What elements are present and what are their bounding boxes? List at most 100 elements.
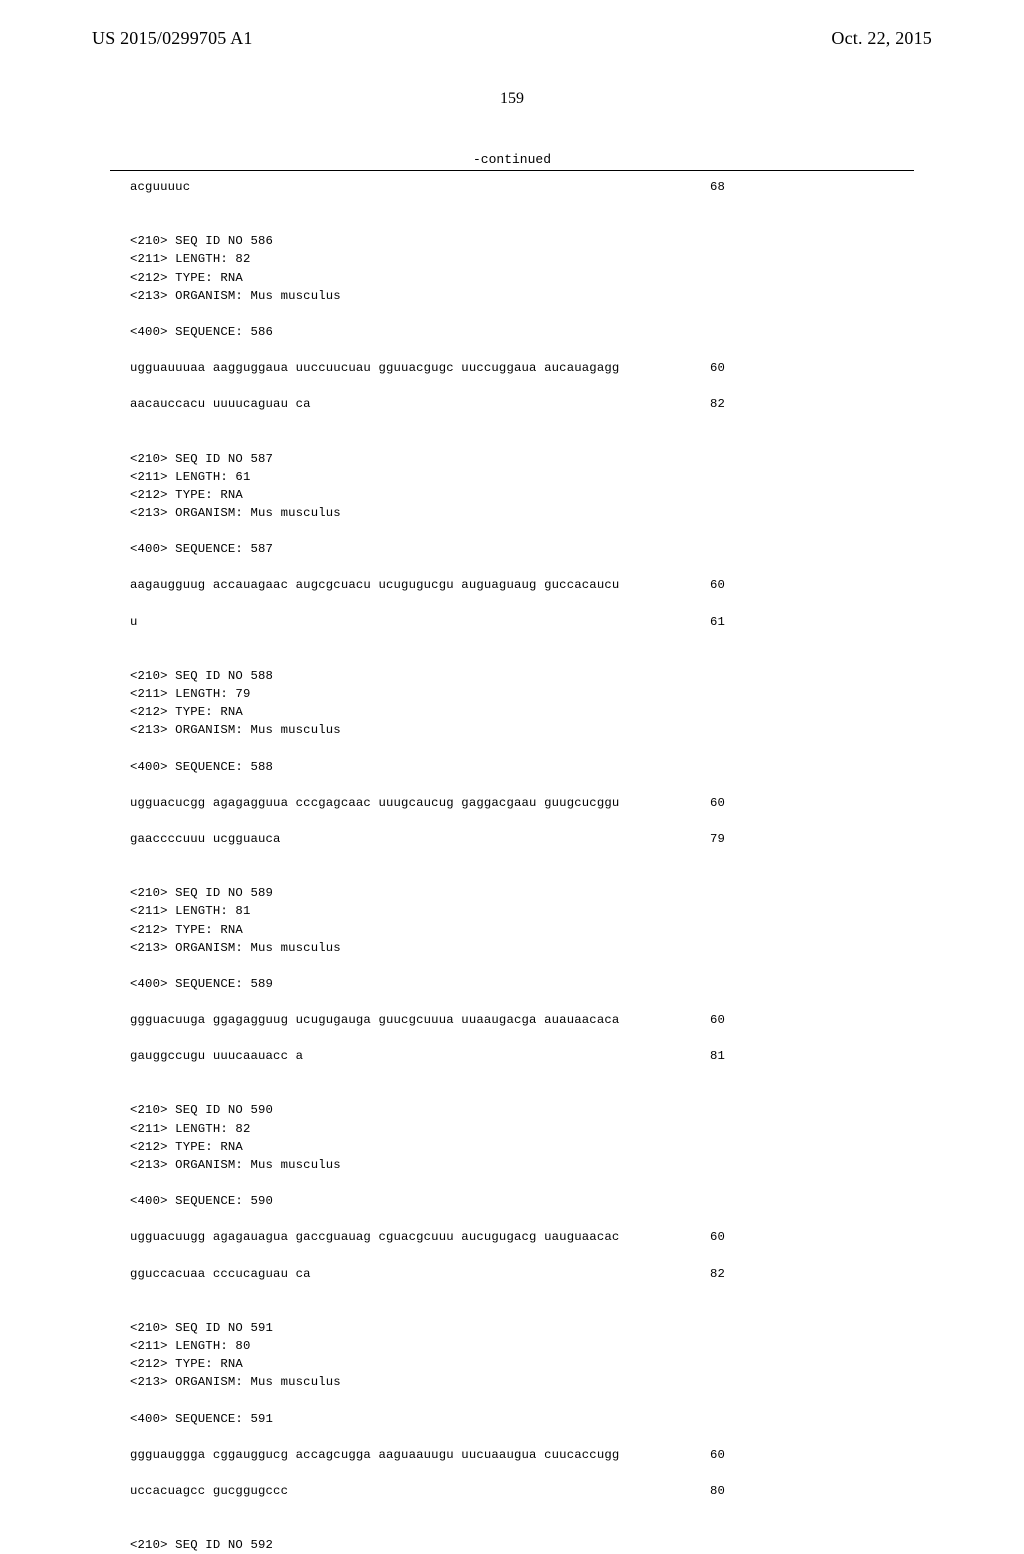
seq-line: <210> SEQ ID NO 586: [130, 232, 894, 250]
blank-line: [130, 1301, 894, 1319]
seq-position: 60: [685, 576, 725, 594]
seq-line: <400> SEQUENCE: 591: [130, 1410, 894, 1428]
seq-line: <213> ORGANISM: Mus musculus: [130, 1156, 894, 1174]
seq-line: <211> LENGTH: 80: [130, 1337, 894, 1355]
seq-text: <212> TYPE: RNA: [130, 1355, 685, 1373]
seq-line: <211> LENGTH: 79: [130, 685, 894, 703]
blank-line: [130, 1247, 894, 1265]
seq-line: gaaccccuuu ucgguauca79: [130, 830, 894, 848]
blank-line: [130, 848, 894, 866]
blank-line: [130, 1464, 894, 1482]
rule-top: [110, 170, 914, 171]
seq-position: 79: [685, 830, 725, 848]
seq-text: <211> LENGTH: 82: [130, 1120, 685, 1138]
seq-line: <213> ORGANISM: Mus musculus: [130, 1373, 894, 1391]
seq-text: <210> SEQ ID NO 589: [130, 884, 685, 902]
seq-text: <400> SEQUENCE: 591: [130, 1410, 685, 1428]
blank-line: [130, 1283, 894, 1301]
blank-line: [130, 1174, 894, 1192]
seq-line: gguccacuaa cccucaguau ca82: [130, 1265, 894, 1283]
seq-text: <210> SEQ ID NO 588: [130, 667, 685, 685]
seq-position: 60: [685, 1228, 725, 1246]
seq-line: <210> SEQ ID NO 589: [130, 884, 894, 902]
seq-text: <400> SEQUENCE: 587: [130, 540, 685, 558]
blank-line: [130, 957, 894, 975]
seq-text: <212> TYPE: RNA: [130, 1138, 685, 1156]
blank-line: [130, 595, 894, 613]
blank-line: [130, 631, 894, 649]
seq-text: <211> LENGTH: 82: [130, 250, 685, 268]
seq-line: <400> SEQUENCE: 590: [130, 1192, 894, 1210]
seq-text: <212> TYPE: RNA: [130, 703, 685, 721]
seq-line: ugguacuugg agagauagua gaccguauag cguacgc…: [130, 1228, 894, 1246]
seq-line: <210> SEQ ID NO 587: [130, 450, 894, 468]
seq-line: <210> SEQ ID NO 590: [130, 1101, 894, 1119]
seq-text: <211> LENGTH: 81: [130, 902, 685, 920]
seq-line: <211> LENGTH: 82: [130, 250, 894, 268]
seq-line: <211> LENGTH: 82: [130, 1120, 894, 1138]
sequence-listing: acguuuuc68<210> SEQ ID NO 586<211> LENGT…: [130, 178, 894, 1554]
blank-line: [130, 377, 894, 395]
seq-text: aagaugguug accauagaac augcgcuacu ucugugu…: [130, 576, 685, 594]
seq-line: <213> ORGANISM: Mus musculus: [130, 939, 894, 957]
seq-text: gguccacuaa cccucaguau ca: [130, 1265, 685, 1283]
blank-line: [130, 558, 894, 576]
seq-line: <400> SEQUENCE: 588: [130, 758, 894, 776]
seq-text: <400> SEQUENCE: 586: [130, 323, 685, 341]
seq-text: ggguacuuga ggagagguug ucugugauga guucgcu…: [130, 1011, 685, 1029]
seq-text: u: [130, 613, 685, 631]
blank-line: [130, 196, 894, 214]
seq-text: <210> SEQ ID NO 592: [130, 1536, 685, 1554]
seq-text: <211> LENGTH: 79: [130, 685, 685, 703]
seq-line: acguuuuc68: [130, 178, 894, 196]
seq-line: <211> LENGTH: 61: [130, 468, 894, 486]
seq-line: gauggccugu uuucaauacc a81: [130, 1047, 894, 1065]
seq-line: <400> SEQUENCE: 587: [130, 540, 894, 558]
seq-line: <210> SEQ ID NO 591: [130, 1319, 894, 1337]
blank-line: [130, 522, 894, 540]
seq-text: <400> SEQUENCE: 589: [130, 975, 685, 993]
seq-line: aagaugguug accauagaac augcgcuacu ucugugu…: [130, 576, 894, 594]
seq-text: <213> ORGANISM: Mus musculus: [130, 1373, 685, 1391]
seq-text: <213> ORGANISM: Mus musculus: [130, 1156, 685, 1174]
seq-text: <210> SEQ ID NO 591: [130, 1319, 685, 1337]
seq-text: ggguauggga cggauggucg accagcugga aaguaau…: [130, 1446, 685, 1464]
seq-text: ugguauuuaa aagguggaua uuccuucuau gguuacg…: [130, 359, 685, 377]
seq-position: 80: [685, 1482, 725, 1500]
seq-line: <210> SEQ ID NO 592: [130, 1536, 894, 1554]
seq-line: ugguacucgg agagagguua cccgagcaac uuugcau…: [130, 794, 894, 812]
blank-line: [130, 1065, 894, 1083]
seq-text: <213> ORGANISM: Mus musculus: [130, 721, 685, 739]
seq-line: uccacuagcc gucggugccc80: [130, 1482, 894, 1500]
seq-line: ggguauggga cggauggucg accagcugga aaguaau…: [130, 1446, 894, 1464]
seq-text: <210> SEQ ID NO 587: [130, 450, 685, 468]
blank-line: [130, 1083, 894, 1101]
seq-text: <213> ORGANISM: Mus musculus: [130, 287, 685, 305]
seq-line: <400> SEQUENCE: 589: [130, 975, 894, 993]
seq-line: <212> TYPE: RNA: [130, 921, 894, 939]
seq-text: <210> SEQ ID NO 586: [130, 232, 685, 250]
page-number: 159: [0, 90, 1024, 108]
seq-text: ugguacuugg agagauagua gaccguauag cguacgc…: [130, 1228, 685, 1246]
blank-line: [130, 1029, 894, 1047]
blank-line: [130, 214, 894, 232]
seq-text: <212> TYPE: RNA: [130, 269, 685, 287]
blank-line: [130, 305, 894, 323]
seq-text: <213> ORGANISM: Mus musculus: [130, 504, 685, 522]
seq-position: 60: [685, 359, 725, 377]
seq-text: aacauccacu uuuucaguau ca: [130, 395, 685, 413]
seq-position: 81: [685, 1047, 725, 1065]
seq-line: <400> SEQUENCE: 586: [130, 323, 894, 341]
seq-text: <213> ORGANISM: Mus musculus: [130, 939, 685, 957]
seq-line: <212> TYPE: RNA: [130, 703, 894, 721]
blank-line: [130, 649, 894, 667]
seq-line: <213> ORGANISM: Mus musculus: [130, 721, 894, 739]
blank-line: [130, 1210, 894, 1228]
blank-line: [130, 993, 894, 1011]
continued-label: -continued: [0, 152, 1024, 167]
seq-text: <211> LENGTH: 61: [130, 468, 685, 486]
seq-text: <211> LENGTH: 80: [130, 1337, 685, 1355]
page-header: US 2015/0299705 A1 Oct. 22, 2015: [0, 28, 1024, 49]
seq-position: 61: [685, 613, 725, 631]
seq-line: <212> TYPE: RNA: [130, 486, 894, 504]
